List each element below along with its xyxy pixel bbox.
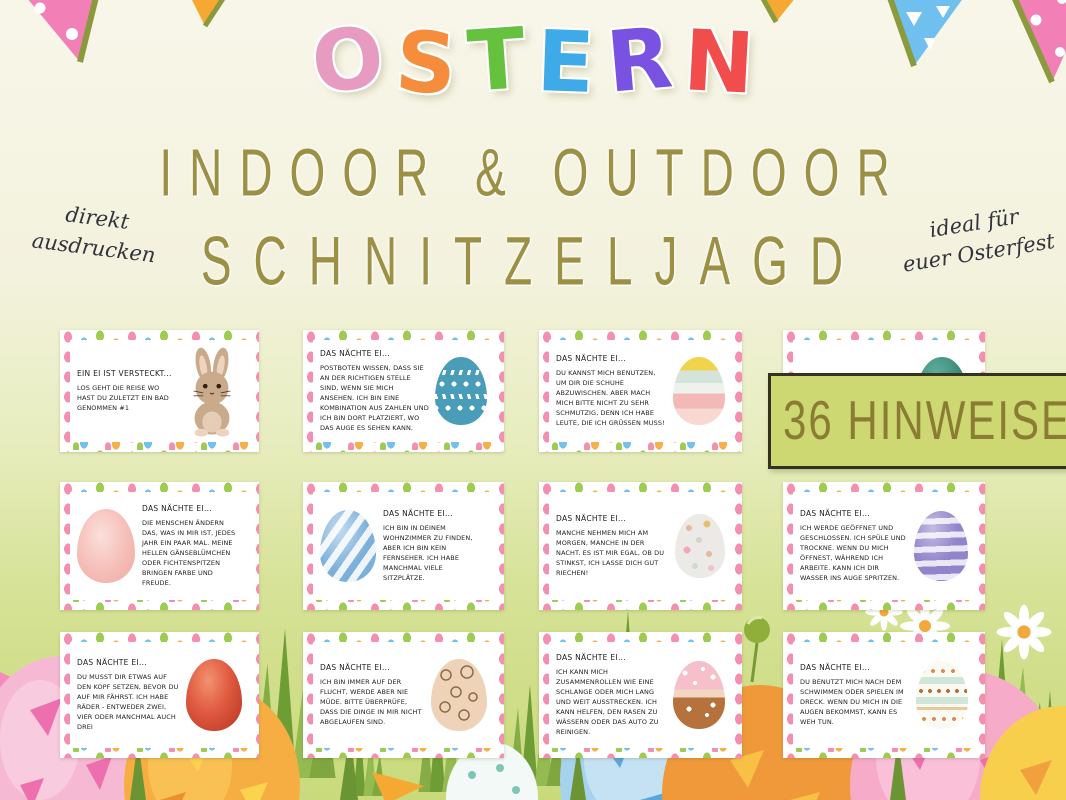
clue-card-10: DAS NÄCHTE EI... ICH BIN IMMER AUF DER F… [303, 632, 504, 758]
clue-card-5: DAS NÄCHTE EI... DIE MENSCHEN ÄNDERN DAS… [60, 482, 259, 610]
orange-triangle-decoration [372, 772, 424, 800]
pink-triangle-decoration [0, 672, 34, 710]
clue-card-6: DAS NÄCHTE EI... ICH BIN IN DEINEM WOHNZ… [303, 482, 504, 610]
pink-watercolor-egg-illustration [77, 509, 135, 583]
purple-stripe-egg-illustration [914, 511, 968, 581]
title-letter: R [602, 8, 676, 112]
card-body: ICH BIN IN DEINEM WOHNZIMMER ZU FINDEN, … [383, 523, 473, 582]
title-letter: N [680, 11, 757, 113]
card-body: DU KANNST MICH BENUTZEN, UM DIR DIE SCHU… [556, 368, 665, 427]
title-letter: S [392, 12, 460, 114]
card-heading: DAS NÄCHTE EI... [556, 353, 627, 363]
card-heading: EIN EI IST VERSTECKT... [77, 369, 172, 379]
card-heading: DAS NÄCHTE EI... [556, 652, 627, 662]
card-heading: DAS NÄCHTE EI... [142, 503, 213, 513]
flower-bud [744, 616, 770, 683]
hint-count-banner: 36 HINWEISE [768, 373, 1066, 469]
clue-card-9: DAS NÄCHTE EI... DU MUSST DIR ETWAS AUF … [60, 632, 259, 758]
easter-egg-decoration-yellow-right [980, 706, 1066, 800]
white-speck-egg-illustration [675, 514, 725, 578]
subtitle-line2: SCHNITZELJAGD [200, 221, 866, 300]
clue-card-3: DAS NÄCHTE EI... DU KANNST MICH BENUTZEN… [539, 330, 742, 452]
title-letter: T [464, 9, 529, 111]
card-heading: DAS NÄCHTE EI... [556, 513, 627, 523]
card-heading: DAS NÄCHTE EI... [320, 348, 391, 358]
clue-card-1: EIN EI IST VERSTECKT... LOS GEHT DIE REI… [60, 330, 259, 452]
subtitle-line1: INDOOR & OUTDOOR [159, 134, 907, 210]
card-heading: DAS NÄCHTE EI... [800, 662, 871, 672]
daisy-icon [996, 604, 1052, 660]
card-body: POSTBOTEN WISSEN, DASS SIE AN DER RICHTI… [320, 363, 429, 433]
card-body: ICH WERDE GEÖFFNET UND GESCHLOSSEN. ICH … [800, 523, 906, 582]
clue-card-11: DAS NÄCHTE EI... ICH KANN MICH ZUSAMMENR… [539, 632, 742, 758]
swirl-egg-illustration [431, 659, 487, 731]
title-letter: O [307, 7, 389, 113]
clue-card-8: DAS NÄCHTE EI... ICH WERDE GEÖFFNET UND … [783, 482, 985, 610]
card-body: LOS GEHT DIE REISE WO HAST DU ZULETZT EI… [77, 383, 169, 412]
teal-pattern-egg-illustration [435, 357, 487, 425]
hint-count-label: 36 HINWEISE [783, 389, 1066, 451]
card-heading: DAS NÄCHTE EI... [800, 508, 871, 518]
blue-stripe-egg-illustration [320, 510, 376, 582]
page-title: OSTERN [0, 8, 1066, 114]
card-heading: DAS NÄCHTE EI... [320, 662, 391, 672]
title-letter: E [535, 12, 597, 112]
card-heading: DAS NÄCHTE EI... [77, 657, 148, 667]
red-egg-illustration [186, 659, 242, 731]
card-heading: DAS NÄCHTE EI... [383, 508, 454, 518]
card-body: DIE MENSCHEN ÄNDERN DAS, WAS IN MIR IST,… [142, 518, 236, 588]
card-body: ICH KANN MICH ZUSAMMENROLLEN WIE EINE SC… [556, 667, 659, 737]
card-body: MANCHE NEHMEN MICH AM MORGEN, MANCHE IN … [556, 528, 665, 577]
pink-floral-egg-illustration [673, 661, 725, 729]
clue-card-2: DAS NÄCHTE EI... POSTBOTEN WISSEN, DASS … [303, 330, 504, 452]
card-body: DU BENUTZT MICH NACH DEM SCHWIMMEN ODER … [800, 677, 904, 726]
clue-card-12: DAS NÄCHTE EI... DU BENUTZT MICH NACH DE… [783, 632, 985, 758]
clue-card-7: DAS NÄCHTE EI... MANCHE NEHMEN MICH AM M… [539, 482, 742, 610]
card-body: DU MUSST DIR ETWAS AUF DEN KOPF SETZEN, … [77, 672, 179, 731]
bunny-illustration [182, 345, 242, 437]
mint-band-egg-illustration [916, 661, 968, 729]
card-body: ICH BIN IMMER AUF DER FLUCHT, WERDE ABER… [320, 677, 422, 726]
pastel-stripe-egg-illustration [673, 357, 725, 425]
